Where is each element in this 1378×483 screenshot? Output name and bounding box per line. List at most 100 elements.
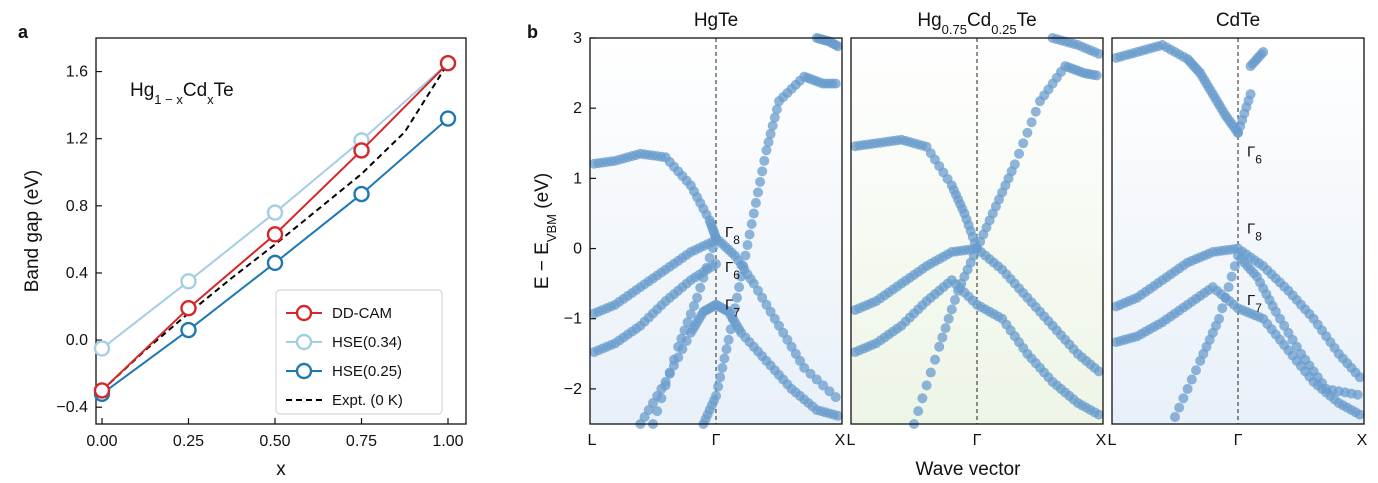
y-tick-label: −0.4 <box>56 399 88 416</box>
band-structure-y-axis-title: E − EVBM (eV) <box>532 173 559 289</box>
band-point <box>824 386 835 397</box>
band-point <box>732 292 742 303</box>
data-point <box>180 300 197 317</box>
band-point <box>1186 374 1197 385</box>
legend-swatch-marker <box>295 333 313 351</box>
panel-title-part: CdTe <box>1216 10 1260 31</box>
band-point <box>940 323 951 334</box>
band-point <box>1022 127 1033 138</box>
panel-title-part: Cd <box>967 10 991 31</box>
k-label-left: L <box>1108 432 1117 449</box>
band-point <box>750 197 761 208</box>
data-point <box>266 254 284 272</box>
band-point <box>669 354 679 365</box>
k-label-gamma: Γ <box>712 432 721 449</box>
data-point <box>353 142 370 159</box>
band-point <box>704 252 715 263</box>
panel-title-part: Te <box>1017 10 1037 31</box>
band-point <box>1009 159 1020 170</box>
legend-label: HSE(0.25) <box>332 363 402 380</box>
y-tick-label: −1 <box>564 311 582 328</box>
band-point <box>765 128 776 139</box>
band-point <box>713 381 724 392</box>
band-point <box>830 392 841 403</box>
gamma-symbol: Γ <box>1247 220 1255 237</box>
band-point <box>937 332 948 343</box>
band-point <box>1354 409 1365 420</box>
band-point <box>692 292 703 303</box>
band-point <box>740 250 751 261</box>
band-point <box>1093 409 1104 420</box>
band-point <box>723 334 734 345</box>
band-point <box>746 218 757 229</box>
band-point <box>818 380 829 391</box>
band-point <box>1182 383 1193 394</box>
band-point <box>717 362 728 373</box>
band-point <box>1174 402 1185 413</box>
band-point <box>1178 393 1189 404</box>
legend-label: DD-CAM <box>332 305 392 322</box>
band-point <box>949 295 960 306</box>
band-point <box>727 313 738 324</box>
panel-title: Hg0.75Cd0.25Te <box>917 10 1036 37</box>
gamma-subscript: 6 <box>733 268 740 282</box>
x-tick-label: 0.25 <box>173 433 204 450</box>
band-point <box>930 354 940 365</box>
x-tick-label: 0.50 <box>259 433 290 450</box>
panel-title-part: HgTe <box>694 10 738 31</box>
band-point <box>799 362 810 373</box>
band-point <box>757 166 768 177</box>
band-point <box>832 410 843 421</box>
data-point <box>266 204 284 221</box>
band-point <box>925 367 936 378</box>
band-point <box>1093 48 1104 59</box>
gamma-point-label: Γ7 <box>725 296 740 319</box>
band-point <box>664 367 675 378</box>
y-tick-label: 0.0 <box>66 332 88 349</box>
band-point <box>744 229 755 240</box>
data-point <box>93 382 111 399</box>
band-gap-y-axis-title: Band gap (eV) <box>22 170 43 293</box>
band-point <box>1229 261 1240 272</box>
band-gap-plot-frame <box>95 37 467 425</box>
k-label-left: L <box>847 432 856 449</box>
data-point <box>180 273 197 290</box>
band-point <box>729 303 740 314</box>
band-point <box>719 353 730 364</box>
band-point <box>1258 47 1269 58</box>
k-label-left: L <box>588 432 597 449</box>
panel-b-letter: b <box>527 22 538 42</box>
band-point <box>761 145 772 156</box>
band-point <box>656 393 667 404</box>
panel-title: HgTe <box>694 10 738 31</box>
gamma-point-label: Γ7 <box>1247 292 1262 315</box>
band-point <box>946 304 957 315</box>
band-point <box>830 78 841 89</box>
band-point <box>769 112 780 123</box>
panel-frame <box>589 37 843 425</box>
band-point <box>660 380 671 391</box>
data-point <box>266 226 284 243</box>
band-point <box>1245 89 1256 100</box>
band-point <box>943 313 954 324</box>
band-point <box>721 344 732 355</box>
y-tick-label: 3 <box>573 30 582 47</box>
k-label-right: X <box>1357 432 1368 449</box>
band-point <box>934 341 945 352</box>
gamma-subscript: 8 <box>1255 229 1262 243</box>
panel-title-part: 0.75 <box>942 22 967 37</box>
band-structure-x-axis-title: Wave vector <box>916 459 1022 480</box>
data-point <box>353 185 370 203</box>
band-point <box>698 272 709 283</box>
data-point <box>93 340 111 357</box>
band-point <box>763 137 774 148</box>
band-gap-chart: 0.00 0.25 0.50 0.75 1.00−0.40.00.40.81.21.6 … <box>22 37 467 480</box>
band-point <box>1226 271 1237 282</box>
data-point <box>180 321 197 339</box>
band-point <box>711 390 721 401</box>
band-point <box>695 282 706 293</box>
band-point <box>1091 70 1102 81</box>
band-point <box>688 300 699 311</box>
